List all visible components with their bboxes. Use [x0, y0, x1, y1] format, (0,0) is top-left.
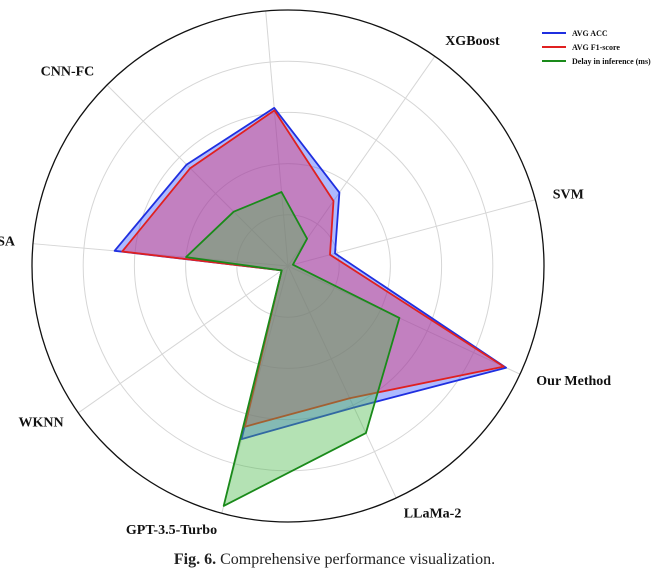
figure-caption: Fig. 6. Comprehensive performance visual… — [0, 551, 669, 569]
radar-chart: 1D-CNNXGBoostSVMOur MethodLLaMa-2GPT-3.5… — [0, 0, 651, 538]
spoke-8 — [106, 84, 289, 267]
axis-labels: 1D-CNNXGBoostSVMOur MethodLLaMa-2GPT-3.5… — [0, 0, 611, 538]
grid-ring-3 — [133, 111, 443, 421]
outer-ring — [31, 9, 545, 523]
grid-ring-2 — [185, 163, 391, 369]
axis-label-1: XGBoost — [445, 34, 500, 49]
figure-caption-text: Comprehensive performance visualization. — [220, 551, 496, 568]
series-polygon-2 — [185, 191, 401, 507]
grid-ring-4 — [82, 60, 494, 472]
legend: AVG ACC AVG F1-score Delay in inference (m… — [542, 29, 651, 66]
spoke-7 — [32, 243, 289, 267]
spoke-1 — [287, 56, 436, 267]
radar-series — [113, 107, 508, 507]
spoke-4 — [287, 265, 397, 499]
legend-label-2: Delay in inference (ms) — [572, 57, 651, 66]
figure-number: Fig. 6. — [173, 551, 217, 568]
axis-label-4: LLaMa-2 — [404, 507, 462, 522]
axis-label-5: GPT-3.5-Turbo — [126, 523, 217, 538]
spoke-6 — [78, 265, 289, 414]
legend-label-1: AVG F1-score — [572, 43, 620, 52]
legend-label-0: AVG ACC — [572, 29, 608, 38]
spoke-3 — [287, 265, 521, 375]
axis-label-7: CNN-SA — [0, 234, 16, 249]
series-polygon-1 — [121, 109, 505, 428]
spoke-0 — [265, 10, 289, 267]
axis-label-6: WKNN — [18, 415, 63, 430]
axis-label-8: CNN-FC — [41, 65, 95, 80]
axis-label-3: Our Method — [536, 374, 611, 389]
axis-label-2: SVM — [553, 187, 584, 202]
